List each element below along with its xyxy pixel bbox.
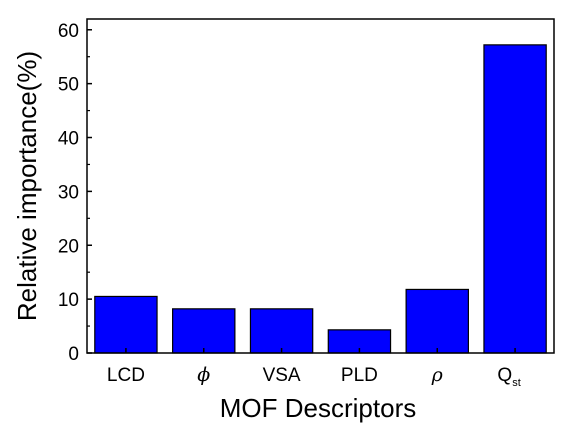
plot-frame	[86, 18, 555, 354]
x-axis: LCD ϕ VSA PLD ρ Qst	[107, 348, 521, 389]
y-tick-label: 60	[58, 21, 79, 42]
bar-3	[249, 308, 314, 354]
y-axis-title: Relative importance(%)	[12, 51, 42, 321]
bars-group	[94, 44, 547, 354]
y-tick-label: 10	[58, 290, 79, 311]
bar-1	[94, 295, 158, 354]
y-tick-label: 50	[58, 75, 79, 96]
y-tick-label: 40	[58, 129, 79, 150]
bar-5	[405, 288, 469, 354]
x-tick-label-5: ρ	[431, 364, 444, 386]
y-tick-label: 0	[68, 344, 79, 365]
x-axis-title: MOF Descriptors	[220, 393, 416, 423]
y-tick-label: 30	[58, 182, 79, 203]
x-tick-label-6: Qst	[497, 365, 520, 389]
y-axis: 0 10 20 30 40 50 60	[58, 21, 92, 365]
x-tick-label-1: LCD	[107, 365, 145, 386]
bar-6	[483, 44, 547, 354]
x-tick-label-2: ϕ	[197, 364, 210, 386]
y-tick-label: 20	[58, 236, 79, 257]
x-tick-label-subscript: st	[512, 377, 521, 389]
x-tick-label-4: PLD	[341, 365, 378, 386]
plot-area	[87, 19, 554, 353]
x-tick-label-3: VSA	[263, 365, 301, 386]
bar-2	[172, 308, 236, 354]
